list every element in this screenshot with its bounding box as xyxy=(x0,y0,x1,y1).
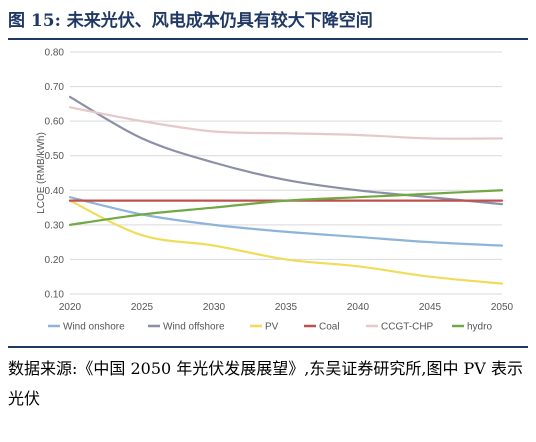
x-tick-label: 2050 xyxy=(491,302,514,313)
series-lines xyxy=(68,95,504,285)
series-line-hydro xyxy=(68,189,504,226)
legend-label-ccgt-chp: CCGT-CHP xyxy=(381,322,434,333)
series-line-wind-onshore xyxy=(68,196,504,247)
legend-label-coal: Coal xyxy=(319,322,340,333)
title-rule xyxy=(8,38,528,40)
legend-label-pv: PV xyxy=(265,322,279,333)
y-tick-label: 0.30 xyxy=(45,220,65,231)
y-tick-label: 0.10 xyxy=(45,290,65,301)
y-tick-labels: 0.80 0.70 0.60 0.50 0.40 0.30 0.20 0.10 xyxy=(45,48,65,301)
y-tick-label: 0.20 xyxy=(45,255,65,266)
series-line-ccgt-chp xyxy=(68,106,504,140)
figure-title: 图 15: 未来光伏、风电成本仍具有较大下降空间 xyxy=(8,11,373,31)
x-tick-label: 2040 xyxy=(347,302,370,313)
y-tick-label: 0.80 xyxy=(45,48,65,59)
y-tick-label: 0.60 xyxy=(45,117,65,128)
figure-source: 数据来源:《中国 2050 年光伏发展展望》,东吴证券研究所,图中 PV 表示光… xyxy=(8,359,523,408)
x-tick-label: 2020 xyxy=(59,302,82,313)
source-rule xyxy=(8,346,528,348)
x-tick-label: 2025 xyxy=(131,302,154,313)
y-tick-label: 0.40 xyxy=(45,186,65,197)
x-tick-label: 2035 xyxy=(275,302,298,313)
legend-label-wind-onshore: Wind onshore xyxy=(63,322,125,333)
y-tick-label: 0.50 xyxy=(45,151,65,162)
legend: Wind onshore Wind offshore PV Coal CCGT-CHP h… xyxy=(48,322,492,333)
x-tick-label: 2045 xyxy=(419,302,442,313)
x-tick-label: 2030 xyxy=(203,302,226,313)
x-tick-labels: 2020 2025 2030 2035 2040 2045 2050 xyxy=(59,302,514,313)
y-axis-title: LCOE (RMB/kWh) xyxy=(36,132,47,214)
y-tick-label: 0.70 xyxy=(45,82,65,93)
lcoe-line-chart: 0.800.700.600.500.400.300.200.10 2020 202… xyxy=(36,48,514,333)
series-line-pv xyxy=(68,199,504,285)
legend-label-hydro: hydro xyxy=(467,322,492,333)
series-line-wind-offshore xyxy=(68,95,504,206)
grid-lines xyxy=(70,51,502,295)
legend-label-wind-offshore: Wind offshore xyxy=(163,322,225,333)
